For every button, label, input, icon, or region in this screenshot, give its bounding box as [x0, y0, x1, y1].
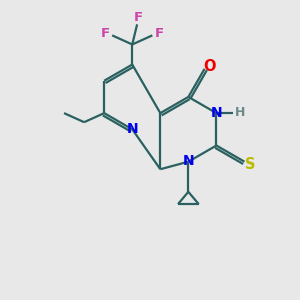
- Text: H: H: [235, 106, 245, 119]
- Text: F: F: [101, 27, 110, 40]
- Text: F: F: [134, 11, 143, 24]
- Text: N: N: [211, 106, 223, 119]
- Text: O: O: [204, 59, 216, 74]
- Text: S: S: [245, 157, 256, 172]
- Text: F: F: [154, 27, 164, 40]
- Text: N: N: [127, 122, 139, 136]
- Text: N: N: [183, 154, 195, 168]
